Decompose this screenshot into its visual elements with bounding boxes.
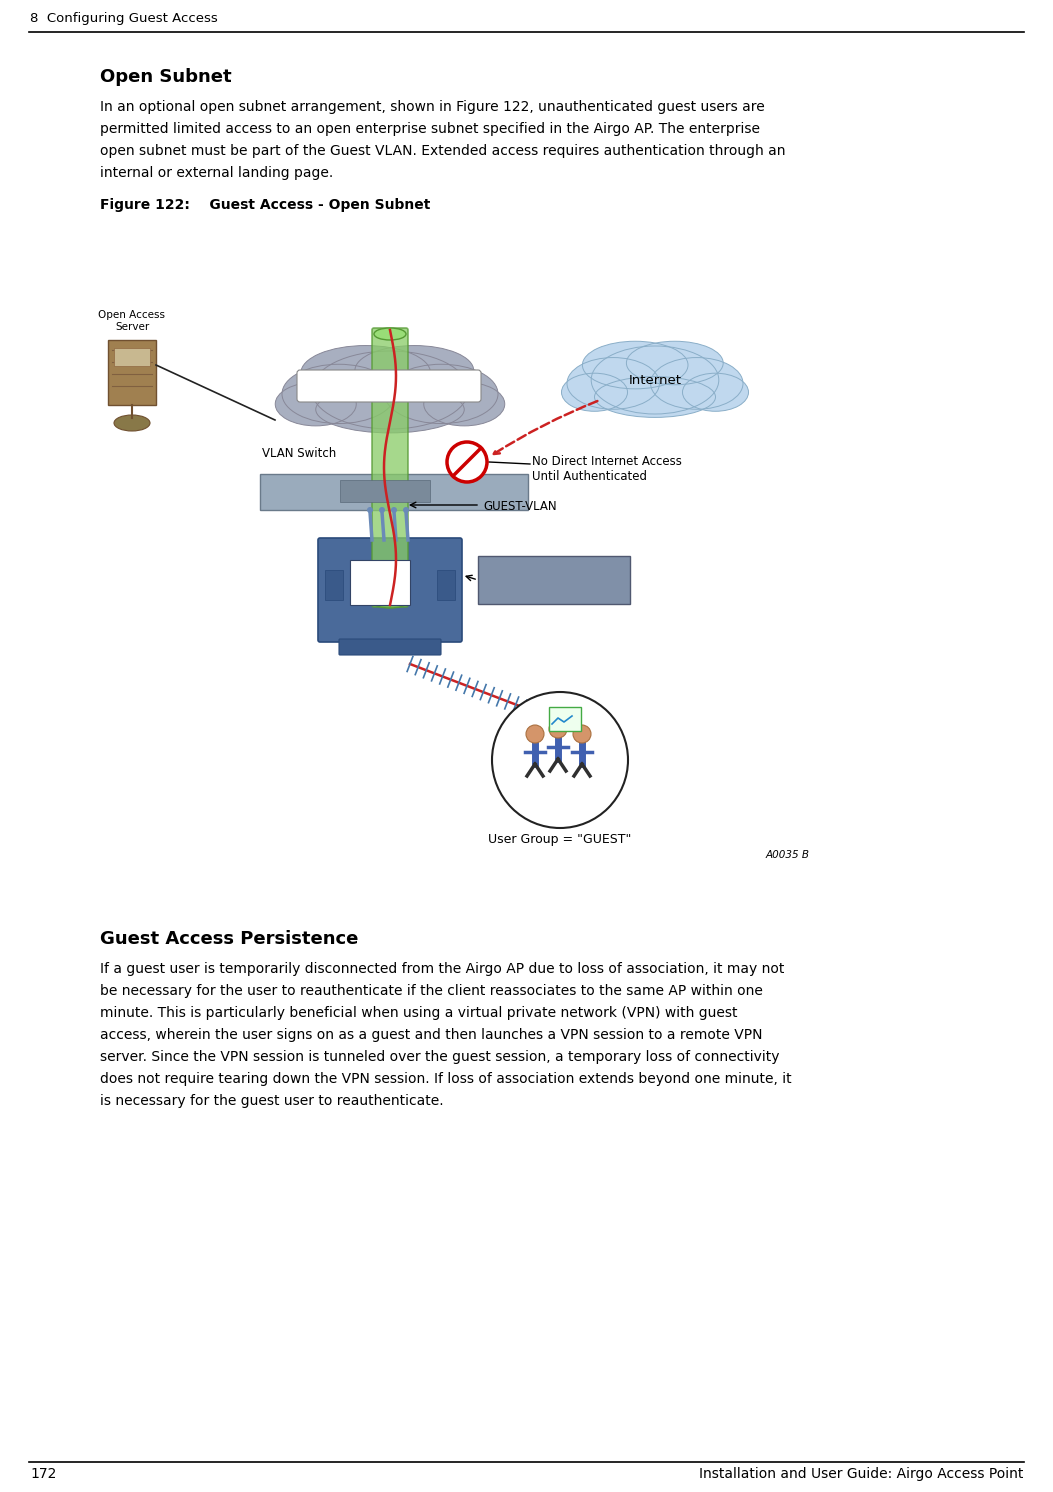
Text: Guest Access Persistence: Guest Access Persistence [100, 930, 358, 947]
Text: permitted limited access to an open enterprise subnet specified in the Airgo AP.: permitted limited access to an open ente… [100, 122, 760, 136]
Circle shape [492, 692, 628, 828]
Text: Until Authenticated: Until Authenticated [532, 470, 647, 483]
Text: User Group = "GUEST": User Group = "GUEST" [489, 833, 632, 846]
Text: does not require tearing down the VPN session. If loss of association extends be: does not require tearing down the VPN se… [100, 1071, 792, 1086]
FancyBboxPatch shape [108, 340, 156, 404]
Text: be necessary for the user to reauthenticate if the client reassociates to the sa: be necessary for the user to reauthentic… [100, 985, 762, 998]
Text: No Direct Internet Access: No Direct Internet Access [532, 455, 682, 468]
Text: Installation and User Guide: Airgo Access Point: Installation and User Guide: Airgo Acces… [698, 1467, 1024, 1482]
FancyBboxPatch shape [260, 474, 528, 510]
Text: GUEST-VLAN: GUEST-VLAN [483, 500, 557, 513]
Text: 8  Configuring Guest Access: 8 Configuring Guest Access [29, 12, 218, 25]
Circle shape [448, 442, 486, 482]
FancyBboxPatch shape [350, 560, 410, 604]
FancyBboxPatch shape [114, 348, 150, 366]
FancyBboxPatch shape [340, 480, 430, 501]
Circle shape [526, 725, 544, 743]
Circle shape [391, 507, 397, 513]
Ellipse shape [114, 415, 150, 431]
Circle shape [549, 721, 567, 739]
Ellipse shape [374, 598, 406, 609]
Ellipse shape [374, 328, 406, 340]
Text: If a guest user is temporarily disconnected from the Airgo AP due to loss of ass: If a guest user is temporarily disconnec… [100, 962, 784, 976]
Text: Figure 122:    Guest Access - Open Subnet: Figure 122: Guest Access - Open Subnet [100, 198, 431, 212]
Circle shape [379, 507, 385, 513]
Text: minute. This is particularly beneficial when using a virtual private network (VP: minute. This is particularly beneficial … [100, 1006, 737, 1021]
Text: Address Range: Address Range [510, 580, 598, 592]
Text: access, wherein the user signs on as a guest and then launches a VPN session to : access, wherein the user signs on as a g… [100, 1028, 762, 1041]
FancyBboxPatch shape [549, 707, 581, 731]
Text: In an optional open subnet arrangement, shown in Figure 122, unauthenticated gue: In an optional open subnet arrangement, … [100, 100, 764, 113]
FancyBboxPatch shape [318, 539, 462, 642]
FancyBboxPatch shape [372, 328, 408, 607]
FancyBboxPatch shape [339, 639, 441, 655]
Text: open subnet must be part of the Guest VLAN. Extended access requires authenticat: open subnet must be part of the Guest VL… [100, 145, 786, 158]
FancyBboxPatch shape [437, 570, 455, 600]
Text: Open Access
Server: Open Access Server [99, 310, 165, 331]
Text: Open Subnet: Open Subnet [100, 69, 232, 87]
Text: Open Subnet: Open Subnet [349, 374, 430, 388]
Text: internal or external landing page.: internal or external landing page. [100, 166, 333, 181]
FancyBboxPatch shape [478, 557, 630, 604]
FancyBboxPatch shape [325, 570, 343, 600]
Text: A0035 B: A0035 B [766, 850, 810, 859]
Text: VLAN Switch: VLAN Switch [262, 448, 336, 460]
Text: Open Subnet: Open Subnet [515, 565, 593, 577]
Circle shape [573, 725, 591, 743]
Text: 172: 172 [29, 1467, 57, 1482]
Circle shape [403, 507, 409, 513]
FancyBboxPatch shape [297, 370, 481, 401]
Text: server. Since the VPN session is tunneled over the guest session, a temporary lo: server. Since the VPN session is tunnele… [100, 1050, 779, 1064]
Circle shape [367, 507, 373, 513]
Text: Internet: Internet [629, 374, 681, 386]
Text: is necessary for the guest user to reauthenticate.: is necessary for the guest user to reaut… [100, 1094, 443, 1109]
